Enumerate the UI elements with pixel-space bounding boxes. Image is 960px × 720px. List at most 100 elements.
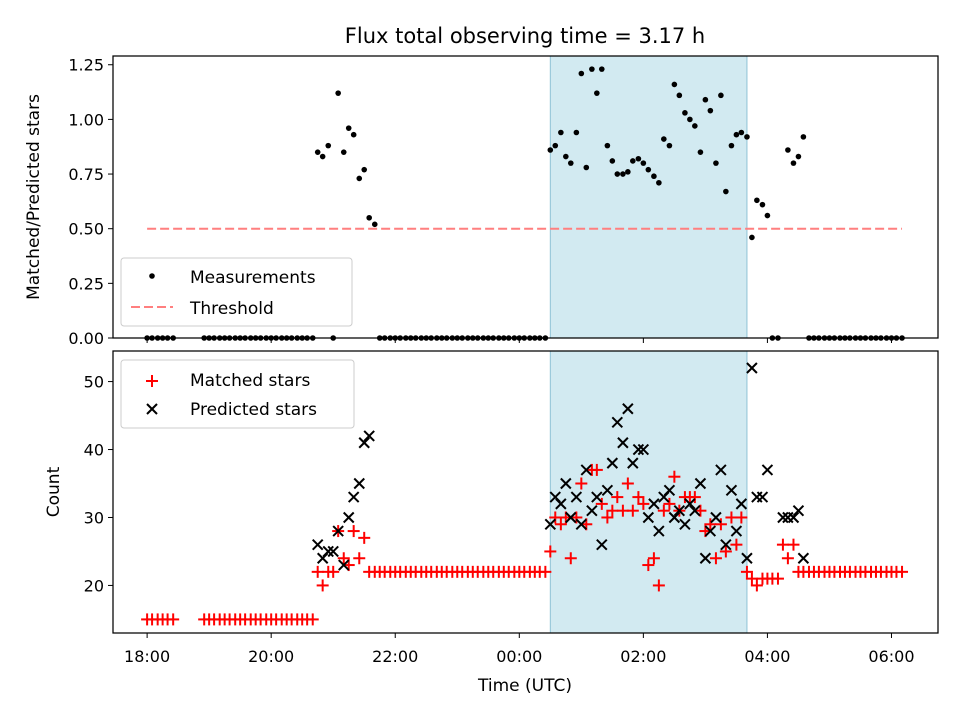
count-panel: 20 30 40 50 18:00 20:00 22:00 00:00 02:00 04:00 0… [44, 350, 939, 696]
measurements-point [335, 90, 341, 96]
measurements-point [583, 164, 590, 171]
measurements-point [319, 153, 326, 160]
measurements-point [589, 66, 595, 72]
legend-matched-stars: Matched stars [190, 371, 310, 391]
x-tick-label: 22:00 [372, 647, 418, 666]
matched-stars-point [611, 491, 624, 504]
matched-stars-point [539, 565, 552, 578]
measurements-point [350, 131, 357, 138]
x-axis-label: Time (UTC) [477, 676, 572, 696]
measurements-point [728, 142, 735, 149]
measurements-point [795, 153, 802, 160]
predicted-stars-point [679, 518, 691, 530]
matched-stars-point [626, 504, 639, 517]
matched-stars-point [750, 579, 763, 592]
matched-stars-point [657, 504, 670, 517]
predicted-stars-point [699, 552, 712, 564]
measurements-point [356, 175, 363, 182]
measurements-legend-marker [149, 273, 155, 279]
legend-measurements: Measurements [190, 268, 316, 288]
x-tick-label: 18:00 [124, 647, 170, 666]
matched-stars-point [575, 477, 588, 490]
matched-stars-point [337, 552, 350, 565]
measurements-point [614, 171, 621, 177]
predicted-stars-point [363, 430, 375, 442]
ratio-y-tick-label: 1.25 [68, 56, 104, 75]
measurements-point [687, 116, 693, 123]
ratio-y-tick-label: 0.25 [68, 274, 104, 293]
measurements-point [552, 142, 559, 149]
predicted-stars-point [347, 491, 360, 503]
measurements-point [764, 212, 771, 219]
predicted-stars-point [580, 464, 592, 476]
ratio-legend: Measurements Threshold [120, 257, 353, 327]
measurements-point [340, 149, 347, 155]
measurements-point [702, 96, 709, 103]
predicted-stars-point [611, 416, 624, 429]
x-tick-label: 20:00 [248, 647, 294, 666]
chart-title: Flux total observing time = 3.17 h [345, 24, 705, 48]
matched-legend-marker [146, 375, 158, 387]
ratio-y-tick-label: 0.50 [68, 220, 104, 239]
measurements-point [640, 160, 647, 166]
ratio-y-tick-label: 0.00 [68, 329, 104, 348]
predicted-stars-point [343, 511, 355, 524]
ratio-panel: 0.00 0.25 0.50 0.75 1.00 1.25 Matched/Predict… [24, 55, 939, 348]
measurements-point [651, 173, 657, 180]
measurements-point [749, 234, 755, 241]
predicted-stars-point [715, 464, 727, 476]
predicted-stars-point [730, 525, 743, 537]
matched-stars-point [606, 504, 619, 517]
matched-stars-point [719, 545, 732, 558]
measurements-point [713, 160, 719, 166]
predicted-stars-point [663, 484, 676, 497]
measurements-point [723, 188, 729, 195]
predicted-stars-point [575, 518, 588, 530]
predicted-stars-point [555, 498, 567, 510]
predicted-stars-point [353, 477, 365, 490]
predicted-stars-point [735, 498, 748, 510]
predicted-stars-point [725, 484, 738, 497]
predicted-stars-point [622, 403, 634, 415]
matched-stars-point [601, 511, 614, 524]
measurements-point [733, 131, 740, 138]
predicted-stars-point [338, 559, 350, 571]
matched-stars-point [642, 559, 655, 572]
predicted-stars-point [570, 491, 583, 503]
matched-stars-point [306, 613, 319, 626]
x-tick-label: 02:00 [620, 647, 666, 666]
predicted-stars-point [694, 477, 707, 490]
predicted-stars-point [792, 504, 805, 517]
measurements-point [692, 123, 698, 129]
matched-stars-point [327, 565, 340, 578]
ratio-y-tick-label: 1.00 [68, 110, 104, 129]
matched-stars-point [781, 552, 794, 565]
x-tick-label: 04:00 [744, 647, 790, 666]
predicted-stars-point [710, 511, 722, 524]
measurements-point [598, 66, 605, 72]
measurements-point [345, 125, 352, 131]
predicted-stars-point [746, 362, 758, 374]
matched-stars-point [663, 497, 676, 510]
matched-stars-point [776, 538, 789, 551]
matched-stars-point [564, 552, 577, 565]
measurements-point [666, 142, 673, 149]
measurements-point [754, 197, 760, 204]
measurements-point [547, 147, 554, 153]
predicted-stars-point [797, 552, 810, 564]
matched-stars-point [647, 552, 660, 565]
measurements-point [366, 214, 372, 221]
predicted-stars-point [311, 538, 324, 551]
matched-stars-point [549, 511, 562, 524]
matched-stars-point [735, 511, 748, 524]
x-tick-label: 00:00 [496, 647, 542, 666]
ratio-observing-span [549, 55, 748, 339]
count-y-tick-label: 20 [84, 576, 104, 595]
predicted-stars-point [591, 491, 603, 503]
measurements-point [630, 158, 636, 164]
predicted-stars-point [322, 545, 334, 558]
matched-stars-point [316, 579, 329, 592]
predicted-stars-point [684, 498, 696, 510]
predicted-stars-point [689, 504, 701, 517]
